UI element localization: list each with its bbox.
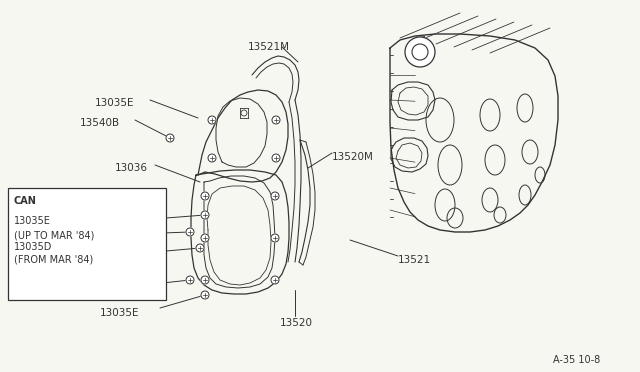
Circle shape xyxy=(196,244,204,252)
Circle shape xyxy=(186,228,194,236)
Circle shape xyxy=(186,276,194,284)
Text: 13540A: 13540A xyxy=(78,285,118,295)
Circle shape xyxy=(208,154,216,162)
Text: 13540B: 13540B xyxy=(80,118,120,128)
Text: 13036: 13036 xyxy=(115,163,148,173)
Circle shape xyxy=(272,116,280,124)
Text: 13521: 13521 xyxy=(398,255,431,265)
Text: CAN: CAN xyxy=(14,196,37,206)
Circle shape xyxy=(412,44,428,60)
Circle shape xyxy=(271,234,279,242)
Text: 13520M: 13520M xyxy=(332,152,374,162)
Text: 13035E: 13035E xyxy=(100,308,140,318)
Circle shape xyxy=(271,192,279,200)
Circle shape xyxy=(201,192,209,200)
Text: (UP TO MAR '84): (UP TO MAR '84) xyxy=(14,230,94,240)
Circle shape xyxy=(405,37,435,67)
Circle shape xyxy=(272,154,280,162)
Text: 13540A: 13540A xyxy=(78,233,118,243)
Circle shape xyxy=(201,291,209,299)
Text: 13035D: 13035D xyxy=(14,242,52,252)
Text: 13521M: 13521M xyxy=(248,42,290,52)
Circle shape xyxy=(208,116,216,124)
FancyBboxPatch shape xyxy=(8,188,166,300)
Text: A-35 10-8: A-35 10-8 xyxy=(553,355,600,365)
Circle shape xyxy=(271,276,279,284)
Text: 13035E: 13035E xyxy=(95,98,134,108)
Circle shape xyxy=(201,234,209,242)
Text: 13035M: 13035M xyxy=(95,252,137,262)
Circle shape xyxy=(201,276,209,284)
Text: 13520: 13520 xyxy=(280,318,313,328)
Circle shape xyxy=(201,211,209,219)
Circle shape xyxy=(166,134,174,142)
Text: 13035E: 13035E xyxy=(14,216,51,226)
Text: (FROM MAR '84): (FROM MAR '84) xyxy=(14,254,93,264)
